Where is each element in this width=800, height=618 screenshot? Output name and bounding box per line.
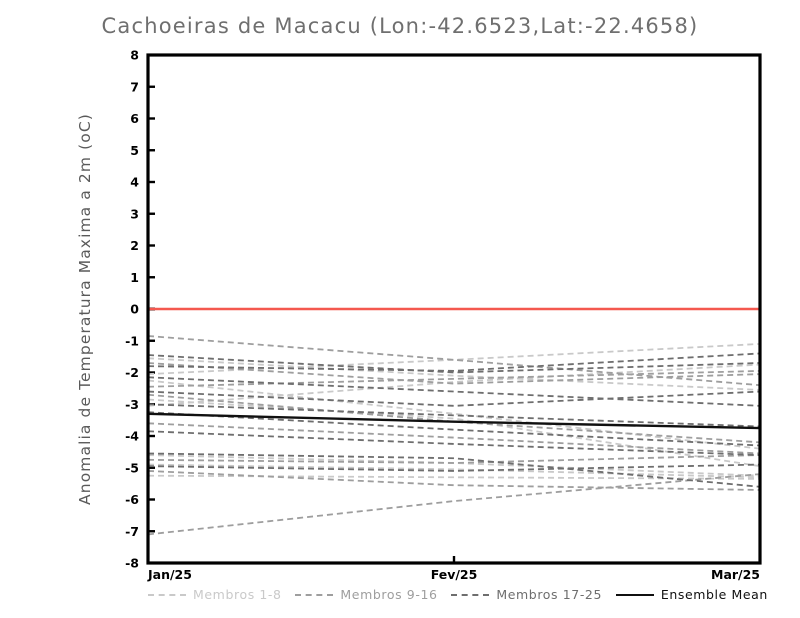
- svg-text:-6: -6: [125, 492, 139, 507]
- legend-label: Membros 1-8: [193, 587, 282, 602]
- series-line: [147, 393, 761, 444]
- series-line: [147, 470, 761, 491]
- series-line: [147, 398, 761, 468]
- legend-swatch-membros-17-25: [451, 593, 490, 596]
- series-line: [147, 463, 761, 472]
- svg-text:-1: -1: [125, 333, 139, 348]
- legend-label: Ensemble Mean: [660, 587, 768, 602]
- svg-text:Jan/25: Jan/25: [147, 567, 192, 582]
- series-line: [147, 422, 761, 455]
- legend-swatch-membros-9-16: [295, 593, 334, 596]
- svg-text:Fev/25: Fev/25: [431, 567, 478, 582]
- series-line: [147, 379, 761, 450]
- legend-item[interactable]: Membros 1-8: [148, 587, 282, 602]
- series-line: [147, 354, 761, 374]
- svg-text:3: 3: [130, 206, 139, 221]
- series-line: [147, 454, 761, 464]
- svg-text:4: 4: [130, 175, 139, 190]
- legend-item[interactable]: Membros 9-16: [295, 587, 437, 602]
- svg-text:-3: -3: [125, 397, 139, 412]
- chart-title: Cachoeiras de Macacu (Lon:-42.6523,Lat:-…: [101, 14, 699, 38]
- svg-text:1: 1: [130, 270, 139, 285]
- legend-item[interactable]: Ensemble Mean: [615, 587, 768, 602]
- svg-text:-5: -5: [125, 460, 139, 475]
- svg-text:6: 6: [130, 111, 139, 126]
- series-line: [147, 357, 761, 391]
- svg-text:-8: -8: [125, 556, 139, 571]
- legend-label: Membros 9-16: [340, 587, 438, 602]
- series-line: [147, 352, 761, 372]
- legend-item[interactable]: Membros 17-25: [451, 587, 602, 602]
- svg-text:-7: -7: [125, 524, 139, 539]
- legend-swatch-ensemble-mean: [615, 593, 654, 596]
- svg-text:Mar/25: Mar/25: [711, 567, 760, 582]
- series-line: [147, 411, 761, 447]
- series-line: [147, 412, 761, 430]
- chart-legend: Membros 1-8 Membros 9-16 Membros 17-25 E…: [148, 587, 768, 602]
- series-line: [147, 463, 761, 479]
- data-series-group: [147, 335, 761, 536]
- series-line: [147, 363, 761, 407]
- series-line: [147, 362, 761, 385]
- x-axis-ticks: Jan/25 Fev/25 Mar/25: [146, 556, 762, 582]
- legend-swatch-membros-1-8: [148, 593, 186, 596]
- series-line: [147, 390, 761, 407]
- series-line: [147, 473, 761, 536]
- svg-text:2: 2: [130, 238, 139, 253]
- legend-label: Membros 17-25: [496, 587, 603, 602]
- series-line: [147, 454, 761, 477]
- svg-text:-4: -4: [125, 429, 139, 444]
- series-line: [147, 370, 761, 388]
- svg-text:5: 5: [130, 143, 139, 158]
- plot-frame: [146, 53, 762, 565]
- svg-text:8: 8: [130, 48, 139, 63]
- svg-text:-2: -2: [125, 365, 139, 380]
- series-line: [147, 430, 761, 456]
- svg-text:0: 0: [130, 302, 139, 317]
- series-line: [147, 376, 761, 407]
- series-line: [147, 403, 761, 428]
- series-line: [147, 452, 761, 488]
- svg-text:7: 7: [130, 79, 139, 94]
